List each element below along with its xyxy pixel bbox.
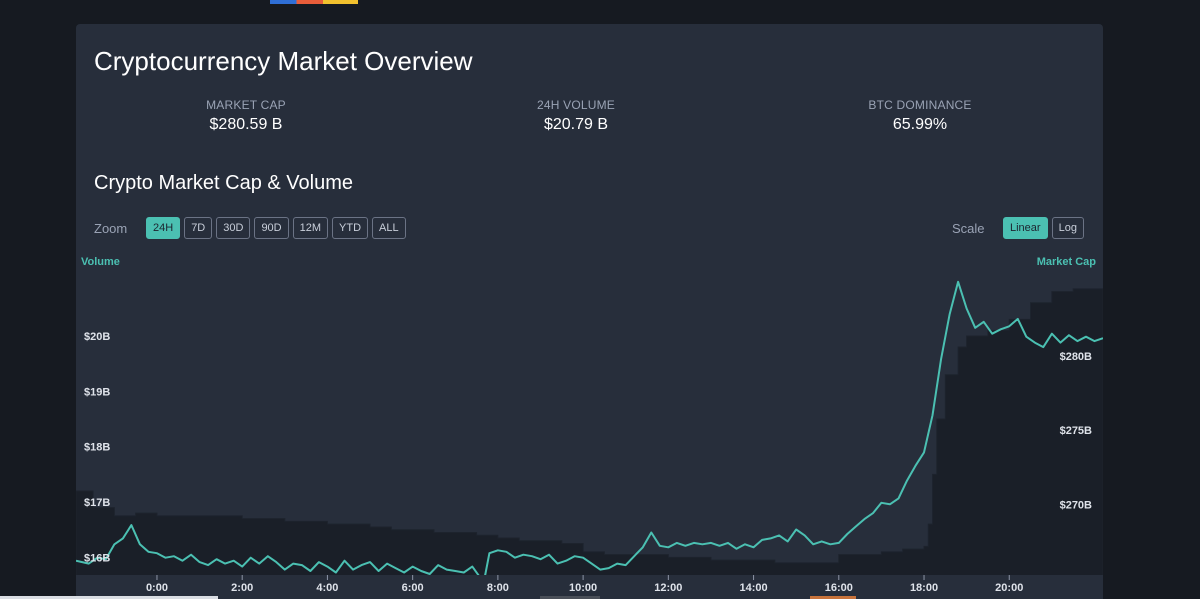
x-axis-tick-label: 8:00 [487,582,509,594]
stat-label: BTC DOMINANCE [868,98,972,112]
market-cap-axis-tick: $280B [1060,351,1092,363]
x-axis-band [76,575,1103,599]
scale-button-group: Linear Log [1003,217,1084,239]
stat-value: $280.59 B [209,116,283,133]
volume-axis-title: Volume [81,256,120,268]
scrollbar-segment [540,596,600,599]
stat-label: MARKET CAP [206,98,286,112]
x-axis-tick-label: 20:00 [995,582,1023,594]
x-axis-tick-label: 2:00 [231,582,253,594]
site-logo [270,0,358,4]
volume-area-series [76,288,1103,599]
zoom-all-button[interactable]: ALL [372,217,406,239]
market-cap-axis-tick: $270B [1060,499,1092,511]
market-cap-axis-title: Market Cap [1036,256,1096,268]
scrollbar-segment [810,596,856,599]
market-cap-stat: MARKET CAP $280.59 B [146,98,346,134]
x-axis-tick-label: 4:00 [316,582,338,594]
volume-axis-tick: $16B [84,552,110,564]
zoom-90d-button[interactable]: 90D [254,217,289,239]
zoom-button-group: 24H 7D 30D 90D 12M YTD ALL [146,217,406,239]
zoom-30d-button[interactable]: 30D [216,217,251,239]
market-overview-card: Cryptocurrency Market Overview MARKET CA… [76,24,1103,599]
scale-label: Scale [952,221,985,236]
volume-24h-stat: 24H VOLUME $20.79 B [476,98,676,134]
scrollbar-track [0,596,218,599]
stat-value: $20.79 B [543,116,609,133]
zoom-24h-button[interactable]: 24H [146,217,181,239]
zoom-12m-button[interactable]: 12M [292,217,329,239]
stat-label: 24H VOLUME [536,98,616,112]
scale-linear-button[interactable]: Linear [1003,217,1048,239]
market-cap-line-series [76,280,1103,580]
page-title: Cryptocurrency Market Overview [94,46,473,76]
x-axis-tick-label: 12:00 [654,582,682,594]
x-axis-tick-label: 6:00 [402,582,424,594]
volume-axis-tick: $19B [84,386,110,398]
chart-title: Crypto Market Cap & Volume [94,172,353,194]
volume-axis-tick: $20B [84,331,110,343]
zoom-label: Zoom [94,221,128,236]
x-axis-tick-label: 16:00 [825,582,853,594]
x-axis-tick-label: 0:00 [146,582,168,594]
stat-value: 65.99% [892,116,948,133]
market-chart[interactable]: $16B $17B $18B $19B $20B $270B $275B $280B 0:00 2… [76,24,1103,599]
market-cap-axis-tick: $275B [1060,425,1092,437]
x-axis-tick-label: 10:00 [569,582,597,594]
volume-axis-tick: $17B [84,497,110,509]
scale-log-button[interactable]: Log [1051,217,1084,239]
x-axis-tick-label: 14:00 [739,582,767,594]
volume-axis-tick: $18B [84,442,110,454]
zoom-7d-button[interactable]: 7D [184,217,213,239]
zoom-ytd-button[interactable]: YTD [332,217,369,239]
btc-dominance-stat: BTC DOMINANCE 65.99% [820,98,1020,134]
x-axis-tick-label: 18:00 [910,582,938,594]
